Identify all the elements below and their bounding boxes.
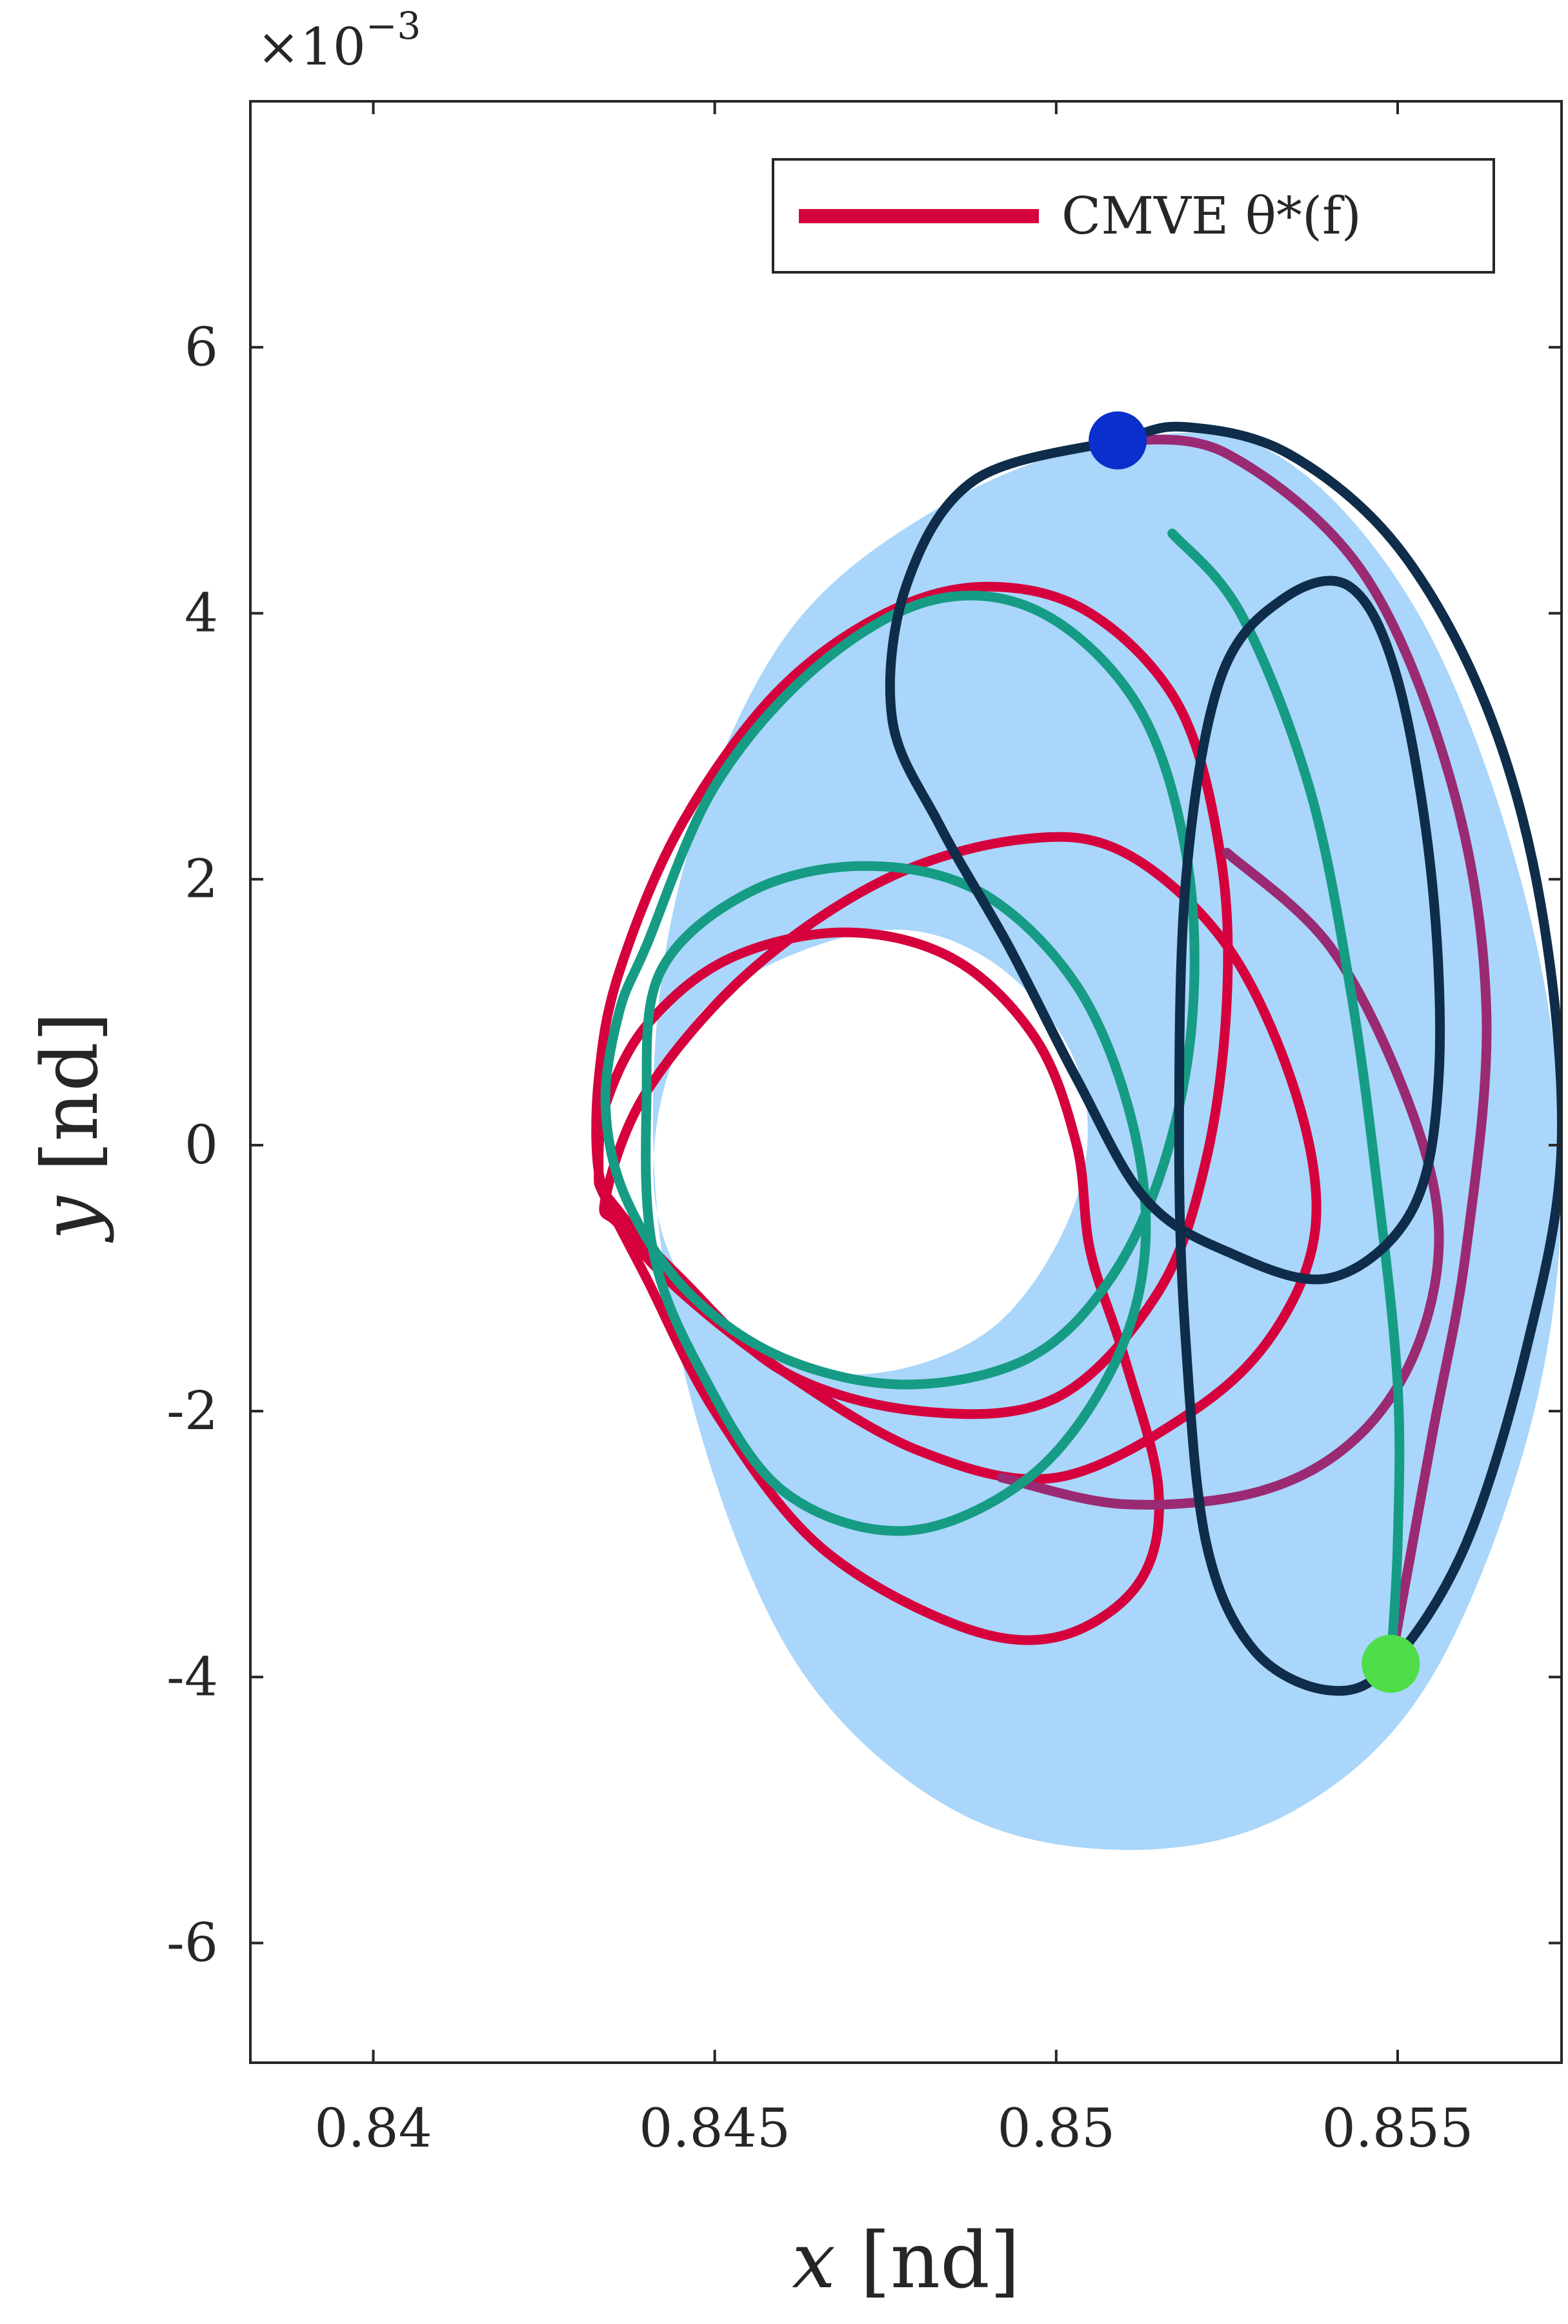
y-axis: 6 4 2 0 -2 -4 -6 <box>166 317 1562 1974</box>
series-0-segment-1 <box>594 927 1164 1645</box>
series-1-segment-0 <box>1112 434 1492 1669</box>
series-2-segment-1 <box>600 590 1200 1390</box>
series-3-segment-0 <box>885 421 1562 1696</box>
end-marker <box>1362 1634 1420 1693</box>
y-axis-unit: [nd] <box>26 1012 116 1172</box>
y-tick-label: 2 <box>185 849 218 910</box>
marker-layer <box>1089 411 1420 1693</box>
x-axis-var: x <box>792 2216 836 2306</box>
x-tick-label: 0.845 <box>639 2098 790 2159</box>
plot-frame <box>249 100 1563 2064</box>
start-marker <box>1089 411 1147 470</box>
legend: CMVE θ*(f) <box>772 158 1495 274</box>
series-0-segment-2 <box>599 832 1322 1485</box>
y-exponent-label: ×10−3 <box>257 4 421 77</box>
y-axis-label: y [nd] <box>26 1012 116 1243</box>
series-0-segment-0 <box>591 581 1233 1419</box>
x-axis-label: x [nd] <box>792 2216 1020 2306</box>
y-exponent-power: −3 <box>366 4 421 48</box>
y-tick-label: -4 <box>166 1647 218 1708</box>
x-axis: 0.84 0.845 0.85 0.855 <box>314 101 1473 2159</box>
series-2-segment-2 <box>1167 528 1405 1669</box>
data-layer <box>591 411 1562 1850</box>
legend-label-cmve: CMVE θ*(f) <box>1061 186 1362 246</box>
y-exponent-base: ×10 <box>257 17 366 77</box>
y-tick-label: 6 <box>185 317 218 378</box>
x-tick-label: 0.84 <box>314 2098 432 2159</box>
y-tick-label: -2 <box>166 1381 218 1442</box>
series-2-segment-0 <box>641 861 1151 1536</box>
y-tick-label: 4 <box>185 583 218 644</box>
y-tick-label: 0 <box>185 1115 218 1176</box>
series-layer <box>591 421 1562 1696</box>
y-axis-var: y <box>26 1195 116 1243</box>
x-axis-unit: [nd] <box>860 2216 1020 2306</box>
x-tick-label: 0.855 <box>1322 2098 1474 2159</box>
x-tick-label: 0.85 <box>998 2098 1116 2159</box>
y-tick-label: -6 <box>166 1913 218 1974</box>
